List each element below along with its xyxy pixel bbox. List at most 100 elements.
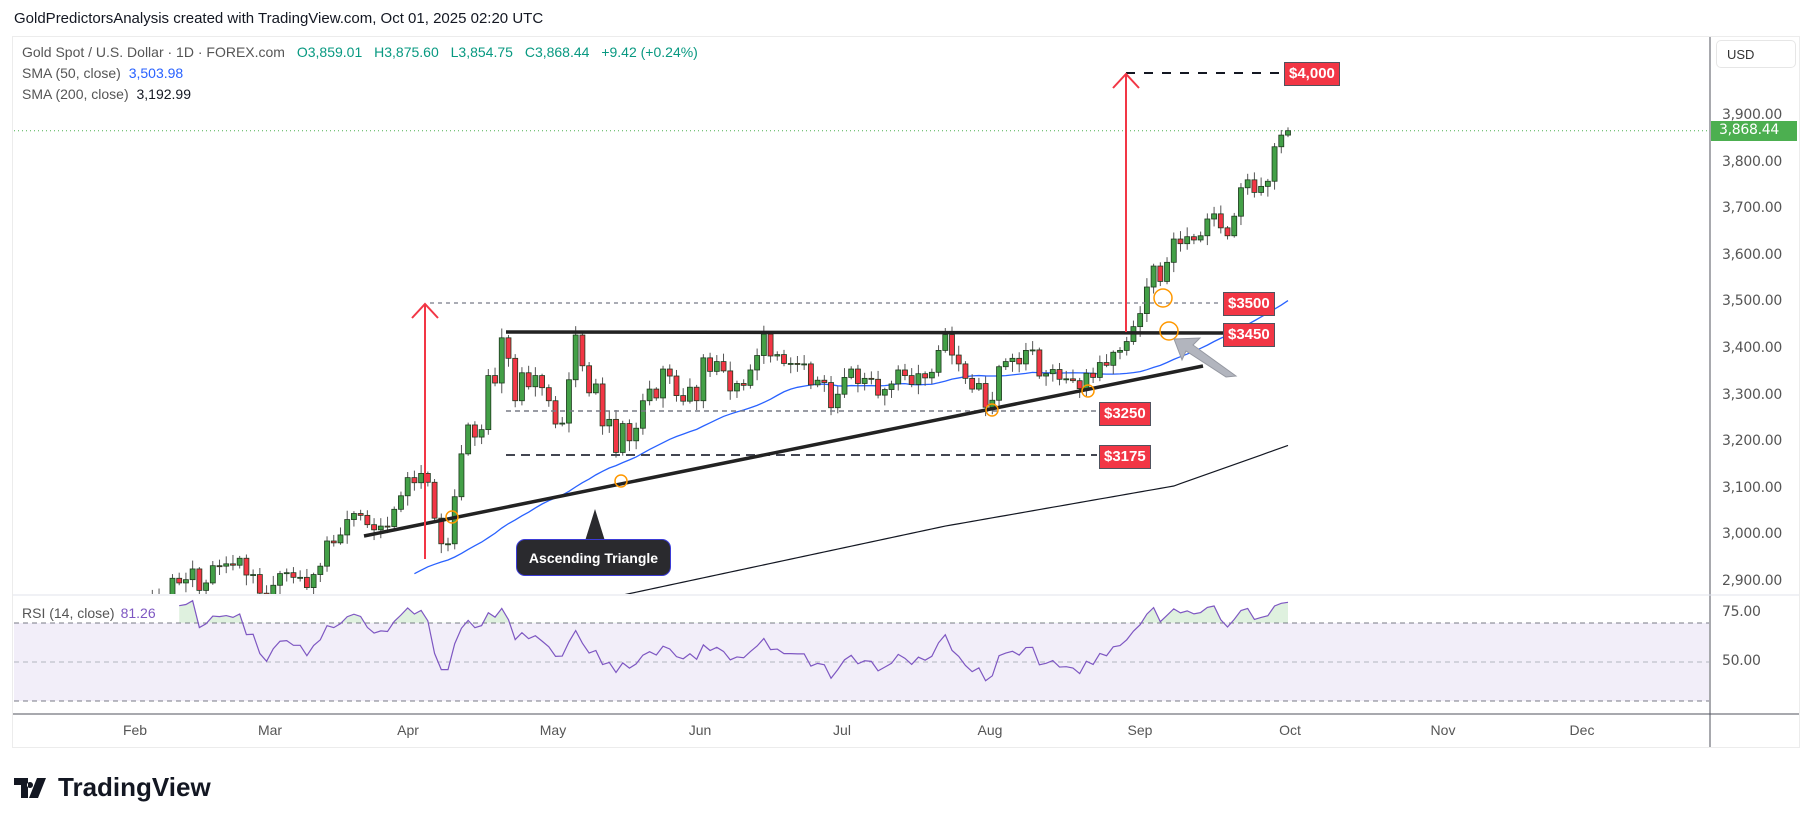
candle bbox=[1224, 225, 1231, 240]
candle bbox=[687, 378, 693, 404]
candle bbox=[586, 362, 593, 397]
candle bbox=[1258, 177, 1265, 196]
candle bbox=[1204, 213, 1211, 246]
candle bbox=[498, 328, 505, 394]
candle bbox=[391, 506, 398, 532]
candle bbox=[814, 376, 821, 388]
circle-marker bbox=[985, 403, 999, 417]
candle bbox=[176, 572, 183, 586]
candle bbox=[834, 386, 841, 414]
candle bbox=[377, 518, 384, 539]
time-tick: Sep bbox=[1127, 722, 1153, 738]
symbol-legend[interactable]: Gold Spot / U.S. Dollar · 1D · FOREX.com… bbox=[22, 44, 698, 60]
sma200-legend[interactable]: SMA (200, close) 3,192.99 bbox=[22, 86, 191, 102]
level-label-3175: $3175 bbox=[1099, 445, 1151, 469]
symbol-name: Gold Spot / U.S. Dollar · 1D · FOREX.com bbox=[22, 44, 285, 60]
candle bbox=[626, 419, 633, 452]
candle bbox=[754, 348, 761, 381]
candle bbox=[317, 562, 324, 582]
candle bbox=[606, 411, 613, 433]
candle bbox=[505, 335, 512, 367]
candle bbox=[290, 567, 297, 584]
sma50-legend[interactable]: SMA (50, close) 3,503.98 bbox=[22, 65, 183, 81]
candle bbox=[996, 364, 1002, 406]
candle bbox=[740, 379, 747, 391]
rsi-line bbox=[179, 599, 1289, 682]
pattern-label-pointer bbox=[585, 509, 605, 541]
time-tick: Feb bbox=[122, 722, 148, 738]
candle bbox=[935, 345, 942, 377]
candle bbox=[888, 380, 895, 398]
candle bbox=[693, 384, 700, 411]
rsi-overbought-fill bbox=[179, 600, 1288, 623]
candle bbox=[1157, 262, 1164, 287]
candle bbox=[707, 352, 713, 377]
candle bbox=[1036, 347, 1043, 379]
candle bbox=[1231, 212, 1238, 238]
rsi-legend[interactable]: RSI (14, close) 81.26 bbox=[22, 605, 156, 621]
candle bbox=[545, 384, 552, 407]
candle bbox=[344, 510, 351, 544]
rsi-value: 81.26 bbox=[120, 605, 156, 621]
candle bbox=[1177, 231, 1184, 252]
candle bbox=[471, 421, 478, 446]
candle bbox=[398, 491, 404, 513]
sma200-label: SMA (200, close) bbox=[22, 86, 129, 102]
candle bbox=[169, 574, 176, 594]
candle bbox=[807, 361, 814, 390]
candle bbox=[485, 369, 492, 435]
candle bbox=[962, 361, 969, 384]
candle bbox=[519, 367, 525, 406]
logo-text: TradingView bbox=[58, 772, 211, 802]
candle bbox=[747, 364, 754, 389]
circle-marker bbox=[445, 510, 459, 524]
time-tick: Oct bbox=[1279, 722, 1301, 738]
candle bbox=[572, 326, 579, 388]
currency-button[interactable]: USD bbox=[1716, 40, 1796, 68]
time-tick: Apr bbox=[397, 722, 419, 738]
candle bbox=[801, 355, 808, 370]
close-value: C3,868.44 bbox=[524, 44, 590, 60]
candle bbox=[263, 585, 270, 594]
candle bbox=[734, 380, 740, 398]
level-label-4000: $4,000 bbox=[1284, 62, 1340, 86]
last-price-tag: 3,868.44 bbox=[1711, 121, 1797, 141]
candle bbox=[1123, 336, 1130, 356]
resistance-line bbox=[505, 330, 1225, 335]
candle bbox=[532, 367, 539, 397]
time-tick: Mar bbox=[257, 722, 283, 738]
circle-marker bbox=[1153, 288, 1173, 308]
ascending-trendline bbox=[363, 364, 1204, 538]
price-tick: 3,200.00 bbox=[1722, 433, 1782, 450]
tradingview-logo[interactable]: TradingView bbox=[14, 772, 211, 803]
level-label-3450: $3450 bbox=[1223, 323, 1275, 347]
circle-marker bbox=[1081, 384, 1095, 398]
candle bbox=[283, 568, 290, 582]
candle bbox=[1002, 358, 1009, 370]
candle bbox=[1244, 173, 1251, 195]
candle bbox=[431, 479, 438, 521]
price-tick: 3,000.00 bbox=[1722, 526, 1782, 543]
candle bbox=[700, 354, 707, 409]
candle bbox=[196, 567, 203, 594]
rsi-label: RSI (14, close) bbox=[22, 605, 115, 621]
candle bbox=[660, 365, 666, 408]
candle bbox=[969, 374, 976, 393]
candle bbox=[1278, 129, 1285, 154]
candle bbox=[908, 368, 915, 388]
candle bbox=[411, 470, 418, 491]
candle bbox=[158, 588, 160, 594]
price-tick: 3,900.00 bbox=[1722, 107, 1782, 123]
candle bbox=[189, 560, 196, 588]
candle bbox=[599, 377, 606, 435]
candle bbox=[881, 387, 888, 406]
candle bbox=[1197, 231, 1204, 243]
level-label-3500: $3500 bbox=[1223, 292, 1275, 316]
candle bbox=[1083, 369, 1090, 397]
circle-marker bbox=[1159, 321, 1179, 341]
candle bbox=[861, 372, 868, 391]
candle bbox=[828, 376, 834, 416]
candle bbox=[277, 570, 283, 594]
candle bbox=[458, 444, 465, 501]
